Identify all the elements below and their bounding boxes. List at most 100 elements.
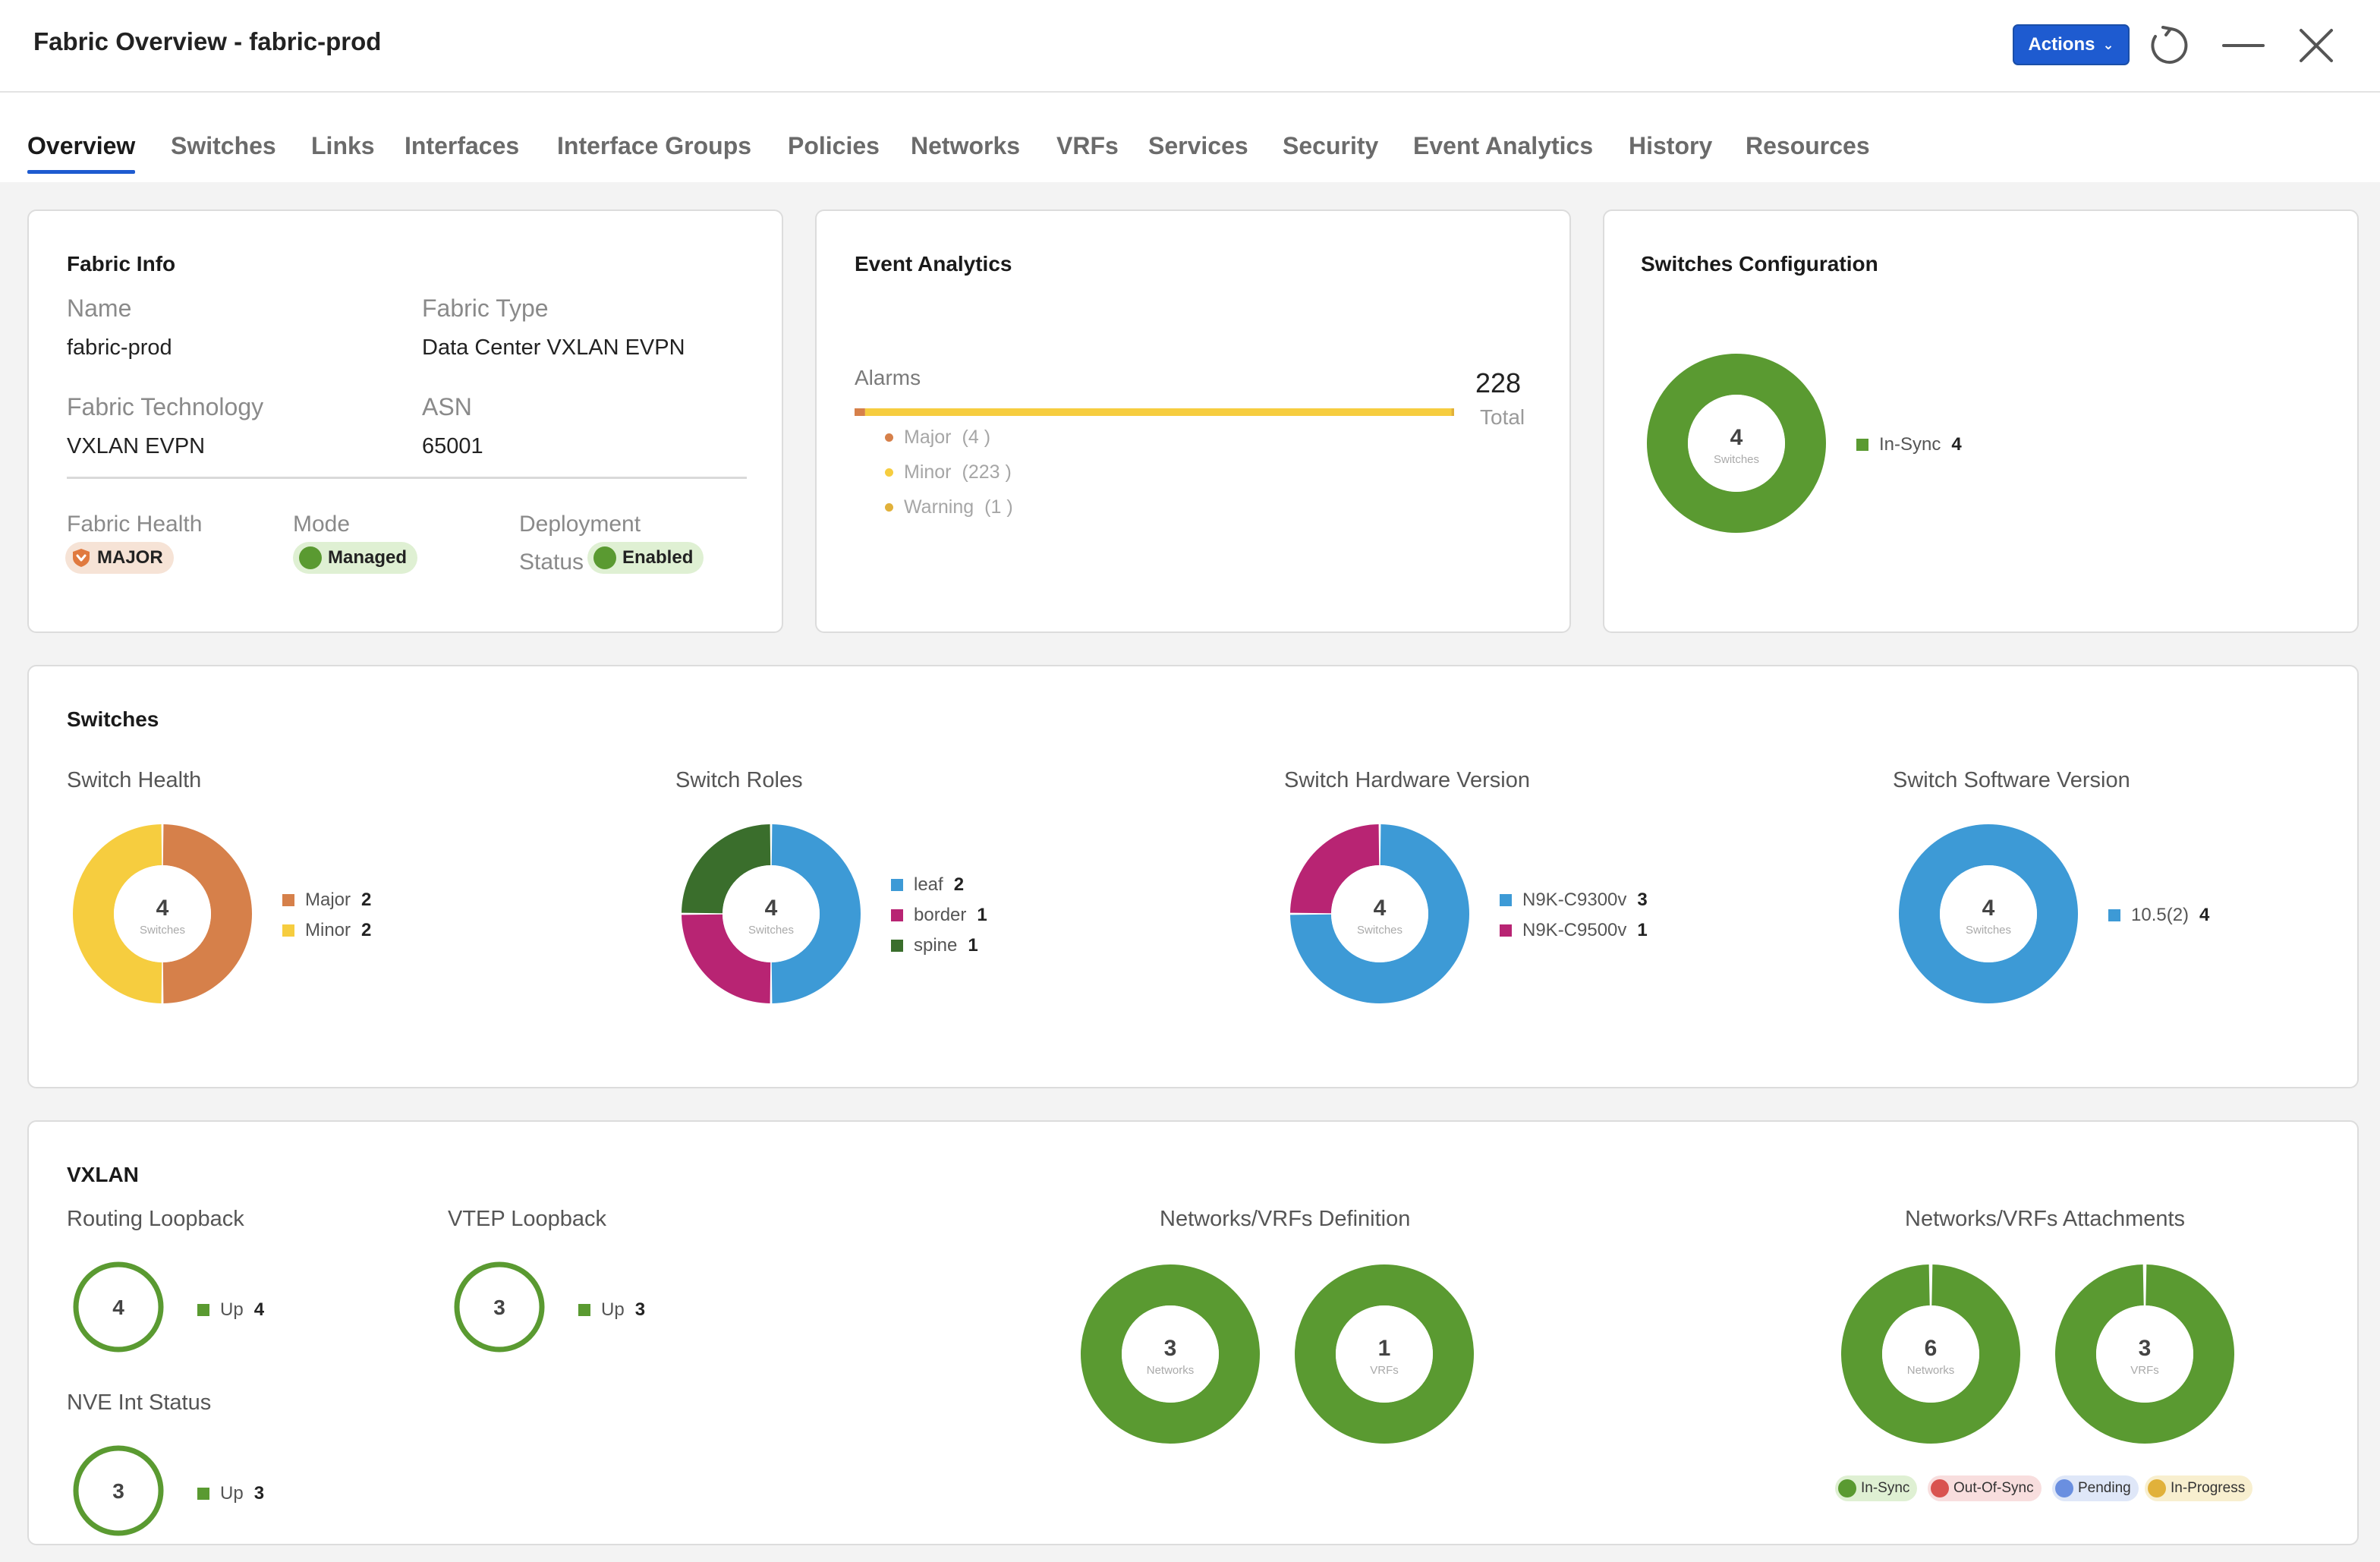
legend-swatch — [197, 1304, 209, 1316]
legend-n9k-c9300v: N9K-C9300v 3 — [1500, 890, 1648, 911]
tab-policies[interactable]: Policies — [788, 132, 880, 159]
donut-center-value: 6 — [1925, 1336, 1938, 1361]
switch-hardware-label: Switch Hardware Version — [1284, 768, 1530, 792]
alarm-label: Major — [904, 427, 952, 448]
legend-10-5-2: 10.5(2) 4 — [2108, 905, 2209, 926]
fabric-health-value: MAJOR — [97, 547, 163, 568]
legend-swatch — [1856, 439, 1868, 451]
legend-value: 3 — [253, 1483, 265, 1504]
legend-label: Up — [220, 1299, 244, 1320]
nve-int-status-ring: 3 — [73, 1445, 164, 1536]
legend-label: N9K-C9300v — [1522, 890, 1627, 910]
alarm-row-minor: Minor (223 ) — [885, 461, 1012, 483]
legend-label: In-Sync — [1879, 434, 1941, 455]
status-ring — [73, 1261, 164, 1353]
tab-switches[interactable]: Switches — [171, 132, 276, 159]
tab-resources[interactable]: Resources — [1746, 132, 1870, 159]
status-in-progress: In-Progress — [2145, 1475, 2253, 1501]
mode-value: Managed — [328, 547, 408, 568]
legend-n9k-c9500v: N9K-C9500v 1 — [1500, 920, 1648, 941]
routing-loopback-label: Routing Loopback — [67, 1207, 244, 1231]
event-analytics-title: Event Analytics — [855, 252, 1012, 276]
legend-swatch — [891, 909, 903, 921]
tab-links[interactable]: Links — [311, 132, 375, 159]
tab-history[interactable]: History — [1629, 132, 1713, 159]
tab-event-analytics[interactable]: Event Analytics — [1413, 132, 1594, 159]
donut-hole — [722, 865, 820, 962]
tab-vrfs[interactable]: VRFs — [1056, 132, 1119, 159]
donut-center-value: 4 — [1374, 896, 1387, 921]
status-dot-icon — [2148, 1479, 2166, 1497]
donut-center-value: 4 — [156, 896, 169, 921]
legend-in-sync: In-Sync 4 — [1856, 434, 1962, 455]
window-header: Fabric Overview - fabric-prod Actions ⌄ — [0, 0, 2380, 93]
fabric-type-label: Fabric Type — [422, 294, 549, 322]
legend-swatch — [578, 1304, 590, 1316]
legend-value: 1 — [968, 935, 978, 956]
fabric-type-value: Data Center VXLAN EVPN — [422, 335, 685, 360]
legend-value: 4 — [2199, 905, 2210, 925]
deployment-status-label: Status — [519, 550, 584, 575]
definition-networks-donut: 3 Networks — [1081, 1264, 1260, 1444]
alarm-count: (1 ) — [984, 496, 1013, 518]
attachments-vrfs-donut: 3 VRFs — [2055, 1264, 2234, 1444]
donut-center-label: Switches — [140, 924, 185, 937]
actions-button[interactable]: Actions ⌄ — [2013, 24, 2130, 65]
switches-title: Switches — [67, 707, 159, 731]
legend-up: Up 4 — [197, 1299, 264, 1321]
switch-software-donut: 4 Switches — [1899, 824, 2078, 1003]
close-icon[interactable] — [2293, 23, 2339, 68]
donut-segment-N9K-C9500v — [1290, 824, 1380, 914]
legend-value: 3 — [634, 1299, 646, 1320]
switch-software-label: Switch Software Version — [1893, 768, 2130, 792]
switches-config-donut: 4 Switches — [1647, 354, 1826, 533]
vxlan-card: VXLAN Routing Loopback 4 Up 4 VTEP Loopb… — [27, 1120, 2359, 1545]
donut-segment-vrfs — [1295, 1264, 1474, 1444]
donut-segment-vrfs — [2055, 1264, 2234, 1444]
divider — [67, 477, 747, 479]
switch-hardware-donut: 4 Switches — [1290, 824, 1469, 1003]
legend-swatch — [891, 940, 903, 952]
status-dot-icon — [593, 546, 616, 569]
bullet-icon — [885, 433, 893, 442]
tab-networks[interactable]: Networks — [911, 132, 1021, 159]
tab-security[interactable]: Security — [1283, 132, 1379, 159]
legend-label: Major — [305, 890, 351, 910]
alarms-label: Alarms — [855, 366, 921, 389]
tab-overview[interactable]: Overview — [27, 132, 136, 174]
legend-value: 1 — [977, 905, 987, 925]
tab-interface-groups[interactable]: Interface Groups — [557, 132, 752, 159]
fabric-technology-label: Fabric Technology — [67, 393, 264, 420]
fabric-technology-value: VXLAN EVPN — [67, 434, 206, 458]
status-dot-icon — [1931, 1479, 1949, 1497]
donut-segment-10.5(2) — [1899, 824, 2078, 1003]
networks-vrfs-definition-label: Networks/VRFs Definition — [1160, 1207, 1411, 1231]
nve-int-status-label: NVE Int Status — [67, 1390, 212, 1415]
ring-value: 4 — [112, 1296, 124, 1319]
donut-hole — [1331, 865, 1428, 962]
minimize-icon[interactable] — [2221, 23, 2266, 68]
bullet-icon — [885, 503, 893, 512]
switch-roles-donut: 4 Switches — [682, 824, 861, 1003]
refresh-icon[interactable] — [2146, 23, 2192, 68]
name-value: fabric-prod — [67, 335, 172, 360]
alarm-count: (223 ) — [962, 461, 1012, 483]
legend-label: leaf — [914, 874, 943, 895]
ring-value: 3 — [112, 1479, 124, 1503]
tab-services[interactable]: Services — [1148, 132, 1248, 159]
legend-label: spine — [914, 935, 958, 956]
donut-segment-Minor — [72, 824, 162, 1003]
chevron-down-icon: ⌄ — [2102, 36, 2114, 52]
donut-hole — [114, 865, 211, 962]
legend-spine: spine 1 — [891, 935, 978, 956]
alarms-progress-bar — [855, 408, 1454, 416]
alarm-row-major: Major (4 ) — [885, 427, 990, 449]
legend-up: Up 3 — [197, 1483, 264, 1504]
donut-center-label: Switches — [1357, 924, 1402, 937]
tab-interfaces[interactable]: Interfaces — [405, 132, 520, 159]
name-label: Name — [67, 294, 132, 322]
switch-roles-label: Switch Roles — [675, 768, 803, 792]
attachments-networks-donut: 6 Networks — [1841, 1264, 2020, 1444]
ring-value: 3 — [493, 1296, 505, 1319]
vxlan-title: VXLAN — [67, 1163, 139, 1186]
